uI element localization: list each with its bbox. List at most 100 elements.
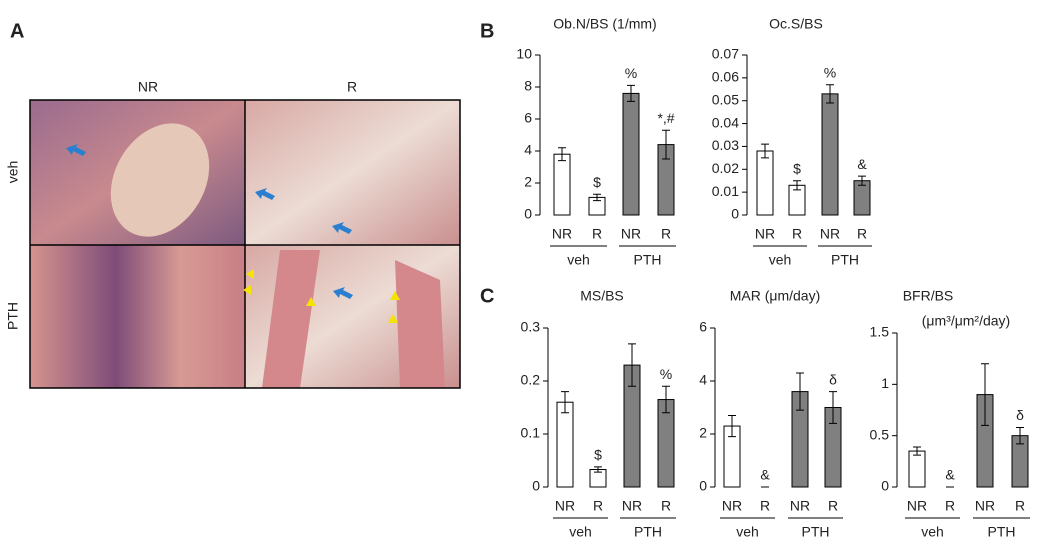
arrowheads xyxy=(243,269,400,323)
x-tick-label: NR xyxy=(790,498,810,514)
y-tick-label: 0.03 xyxy=(712,137,739,153)
x-tick-label: R xyxy=(592,226,602,242)
x-tick-label: NR xyxy=(755,226,775,242)
x-tick-label: NR xyxy=(722,498,742,514)
x-tick-label: NR xyxy=(621,226,641,242)
error-bar xyxy=(561,391,569,414)
panel-label: C xyxy=(480,285,494,307)
chart-title: Oc.S/BS xyxy=(769,16,823,32)
error-bar xyxy=(558,147,566,162)
y-tick-label: 4 xyxy=(699,372,707,388)
triangle xyxy=(388,314,398,323)
error-bar xyxy=(593,193,601,202)
group-label: PTH xyxy=(802,524,830,540)
group-label: PTH xyxy=(988,524,1016,540)
y-tick-label: 0.2 xyxy=(521,372,541,388)
significance-label: $ xyxy=(594,447,602,463)
x-tick-label: R xyxy=(661,226,671,242)
chart-title: MAR (μm/day) xyxy=(730,288,821,304)
error-bar xyxy=(793,180,801,191)
triangle xyxy=(246,269,254,279)
column-label: R xyxy=(347,79,357,95)
image-nr-pth xyxy=(30,245,245,388)
y-tick-label: 6 xyxy=(699,319,707,335)
x-tick-label: R xyxy=(857,226,867,242)
x-tick-label: R xyxy=(792,226,802,242)
triangle xyxy=(306,297,316,306)
error-bar xyxy=(662,385,670,414)
significance-label: % xyxy=(625,65,637,81)
y-tick-label: 0.3 xyxy=(521,319,541,335)
y-tick-label: 0 xyxy=(532,478,540,494)
x-tick-label: NR xyxy=(820,226,840,242)
y-tick-label: 0.04 xyxy=(712,114,739,130)
column-label: NR xyxy=(138,79,158,95)
error-bar xyxy=(761,143,769,159)
error-bar xyxy=(627,84,635,102)
y-tick-label: 0.02 xyxy=(712,160,739,176)
group-label: veh xyxy=(569,524,592,540)
triangle xyxy=(243,285,251,295)
significance-label: % xyxy=(660,366,672,382)
bar xyxy=(553,153,571,216)
row-label: veh xyxy=(5,161,21,184)
x-tick-label: R xyxy=(661,498,671,514)
arrow xyxy=(255,188,275,200)
chart-subtitle: (μm³/μm²/day) xyxy=(922,313,1010,329)
x-tick-label: NR xyxy=(975,498,995,514)
y-tick-label: 1.5 xyxy=(870,324,890,340)
y-tick-label: 0.5 xyxy=(870,426,890,442)
group-label: veh xyxy=(736,524,759,540)
y-tick-label: 0.06 xyxy=(712,69,739,85)
error-bar xyxy=(728,414,736,438)
error-bar xyxy=(981,363,989,426)
x-tick-label: R xyxy=(593,498,603,514)
bar xyxy=(622,92,640,216)
bar xyxy=(756,150,774,216)
x-tick-label: NR xyxy=(555,498,575,514)
panel-label: B xyxy=(480,20,494,42)
y-tick-label: 10 xyxy=(516,46,532,62)
bar xyxy=(821,93,839,216)
y-tick-label: 8 xyxy=(524,78,532,94)
arrows xyxy=(66,144,353,299)
significance-label: $ xyxy=(793,160,801,176)
error-bar xyxy=(628,343,636,387)
panel-label: A xyxy=(10,20,24,42)
group-label: PTH xyxy=(831,252,859,268)
y-tick-label: 0 xyxy=(524,206,532,222)
significance-label: & xyxy=(857,156,867,172)
significance-label: *,# xyxy=(657,110,674,126)
bone xyxy=(395,260,445,388)
y-tick-label: 0 xyxy=(881,478,889,494)
error-bar xyxy=(1016,426,1024,445)
x-tick-label: NR xyxy=(907,498,927,514)
bar xyxy=(853,180,871,216)
error-bar xyxy=(662,129,670,160)
group-label: veh xyxy=(921,524,944,540)
group-label: PTH xyxy=(634,252,662,268)
significance-label: & xyxy=(760,467,770,483)
arrow xyxy=(332,222,352,234)
x-tick-label: R xyxy=(945,498,955,514)
chart-title: BFR/BS xyxy=(903,288,954,304)
y-tick-label: 0.07 xyxy=(712,46,739,62)
x-tick-label: NR xyxy=(552,226,572,242)
group-label: veh xyxy=(769,252,792,268)
chart-title: MS/BS xyxy=(580,288,624,304)
arrow xyxy=(66,144,86,156)
y-tick-label: 0 xyxy=(699,478,707,494)
x-tick-label: R xyxy=(828,498,838,514)
y-tick-label: 6 xyxy=(524,110,532,126)
y-tick-label: 0 xyxy=(731,206,739,222)
arrow xyxy=(333,287,353,299)
error-bar xyxy=(829,391,837,424)
error-bar xyxy=(913,446,921,456)
error-bar xyxy=(858,175,866,186)
significance-label: $ xyxy=(593,174,601,190)
y-tick-label: 0.01 xyxy=(712,183,739,199)
y-tick-label: 1 xyxy=(881,375,889,391)
bone xyxy=(110,123,210,237)
